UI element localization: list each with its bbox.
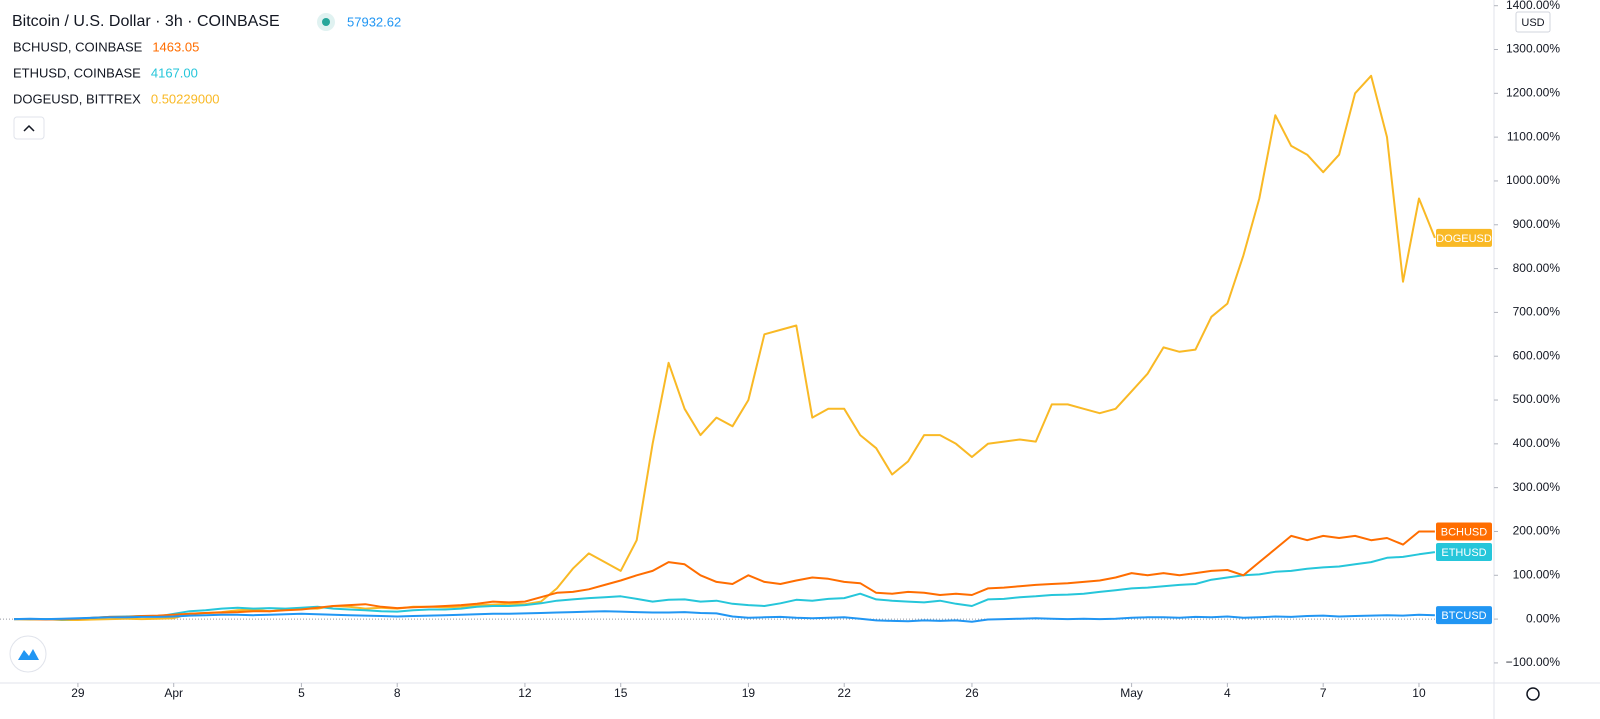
x-tick-label: 10 — [1412, 686, 1426, 700]
series-end-label: DOGEUSD — [1436, 233, 1492, 245]
x-tick-label: May — [1120, 686, 1143, 700]
plot-area — [0, 74, 1494, 623]
y-tick-label: 500.00% — [1513, 392, 1561, 406]
series-end-label: BTCUSD — [1441, 610, 1486, 622]
main-quote: 57932.62 — [347, 14, 401, 29]
legend-quote: 4167.00 — [151, 65, 198, 80]
x-tick-label: 19 — [742, 686, 756, 700]
legend-label: ETHUSD, COINBASE — [13, 65, 141, 80]
settings-icon[interactable] — [1526, 687, 1540, 701]
collapse-icon — [23, 124, 35, 132]
x-tick-label: 5 — [298, 686, 305, 700]
status-dot — [322, 18, 330, 26]
x-tick-label: 8 — [394, 686, 401, 700]
collapse-button[interactable] — [13, 116, 45, 140]
legend-label: BCHUSD, COINBASE — [13, 39, 143, 54]
currency-label: USD — [1521, 17, 1544, 29]
y-tick-label: 200.00% — [1513, 524, 1561, 538]
x-tick-label: 7 — [1320, 686, 1327, 700]
legend-quote: 1463.05 — [152, 39, 199, 54]
y-tick-label: 700.00% — [1513, 305, 1561, 319]
y-tick-label: 1100.00% — [1507, 129, 1560, 143]
y-tick-label: 1000.00% — [1506, 173, 1560, 187]
series-end-marker — [1436, 543, 1492, 562]
chart-title: Bitcoin / U.S. Dollar · 3h · COINBASE — [12, 13, 280, 30]
logo-icon — [18, 649, 39, 660]
y-tick-label: 800.00% — [1513, 261, 1561, 275]
y-tick-label: 1400.00% — [1506, 0, 1560, 12]
series-end-marker — [1436, 228, 1492, 247]
currency-box[interactable] — [1515, 11, 1551, 33]
y-tick-label: 400.00% — [1513, 436, 1561, 450]
x-tick-label: 26 — [965, 686, 979, 700]
logo-button[interactable] — [9, 635, 47, 673]
y-tick-label: 300.00% — [1513, 480, 1561, 494]
y-tick-label: 1200.00% — [1506, 85, 1560, 99]
y-tick-label: −100.00% — [1506, 655, 1561, 669]
x-tick-label: 15 — [614, 686, 628, 700]
legend-quote: 0.50229000 — [151, 91, 220, 106]
series-line — [13, 74, 1436, 621]
legend-label: DOGEUSD, BITTREX — [13, 91, 141, 106]
series-end-marker — [1436, 606, 1492, 625]
series-end-marker — [1436, 522, 1492, 541]
y-tick-label: 900.00% — [1513, 217, 1561, 231]
series-line — [14, 551, 1436, 621]
x-tick-label: 4 — [1224, 686, 1231, 700]
series-line — [13, 610, 1435, 623]
y-tick-label: 100.00% — [1513, 567, 1561, 581]
y-tick-label: 1300.00% — [1506, 42, 1560, 56]
x-tick-label: Apr — [164, 686, 183, 700]
series-end-label: ETHUSD — [1441, 547, 1486, 559]
y-tick-label: 600.00% — [1513, 348, 1561, 362]
x-tick-label: 29 — [71, 686, 85, 700]
series-end-label: BCHUSD — [1441, 526, 1488, 538]
y-tick-label: 0.00% — [1526, 611, 1560, 625]
series-line — [14, 530, 1435, 621]
x-tick-label: 12 — [518, 686, 532, 700]
x-tick-label: 22 — [838, 686, 852, 700]
